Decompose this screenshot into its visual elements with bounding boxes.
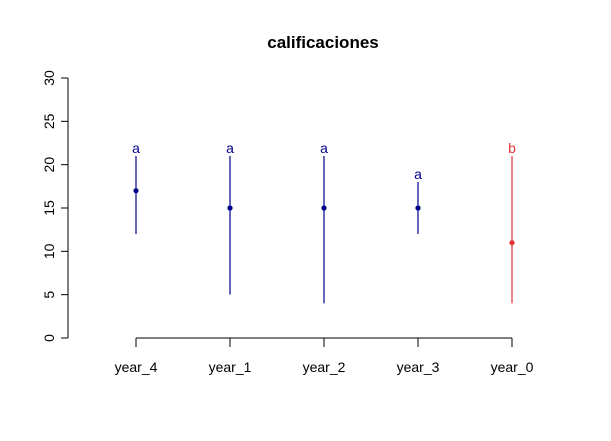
data-point [133,188,139,194]
y-tick-label: 15 [41,200,57,216]
y-tick-label: 10 [41,243,57,259]
y-tick-label: 5 [41,291,57,299]
x-tick-label: year_3 [397,359,440,375]
y-tick-label: 25 [41,113,57,129]
y-tick-label: 30 [41,70,57,86]
data-point [227,205,233,211]
y-axis: 0 5 10 15 20 25 30 [41,70,69,342]
x-tick-label: year_0 [491,359,534,375]
x-tick-label: year_4 [115,359,158,375]
y-tick-label: 0 [41,334,57,342]
group-letter-label: a [414,166,422,182]
data-point [321,205,327,211]
group-letter-label: a [132,140,140,156]
chart-title: calificaciones [267,33,379,52]
data-point [415,205,421,211]
group-letter-label: a [226,140,234,156]
x-tick-label: year_2 [303,359,346,375]
error-bar-series: a a a a b [132,140,516,304]
x-tick-label: year_1 [209,359,252,375]
y-tick-label: 20 [41,157,57,173]
x-axis: year_4 year_1 year_2 year_3 year_0 [115,337,534,375]
group-letter-label: a [320,140,328,156]
group-letter-label: b [508,140,516,156]
data-point [509,240,515,246]
